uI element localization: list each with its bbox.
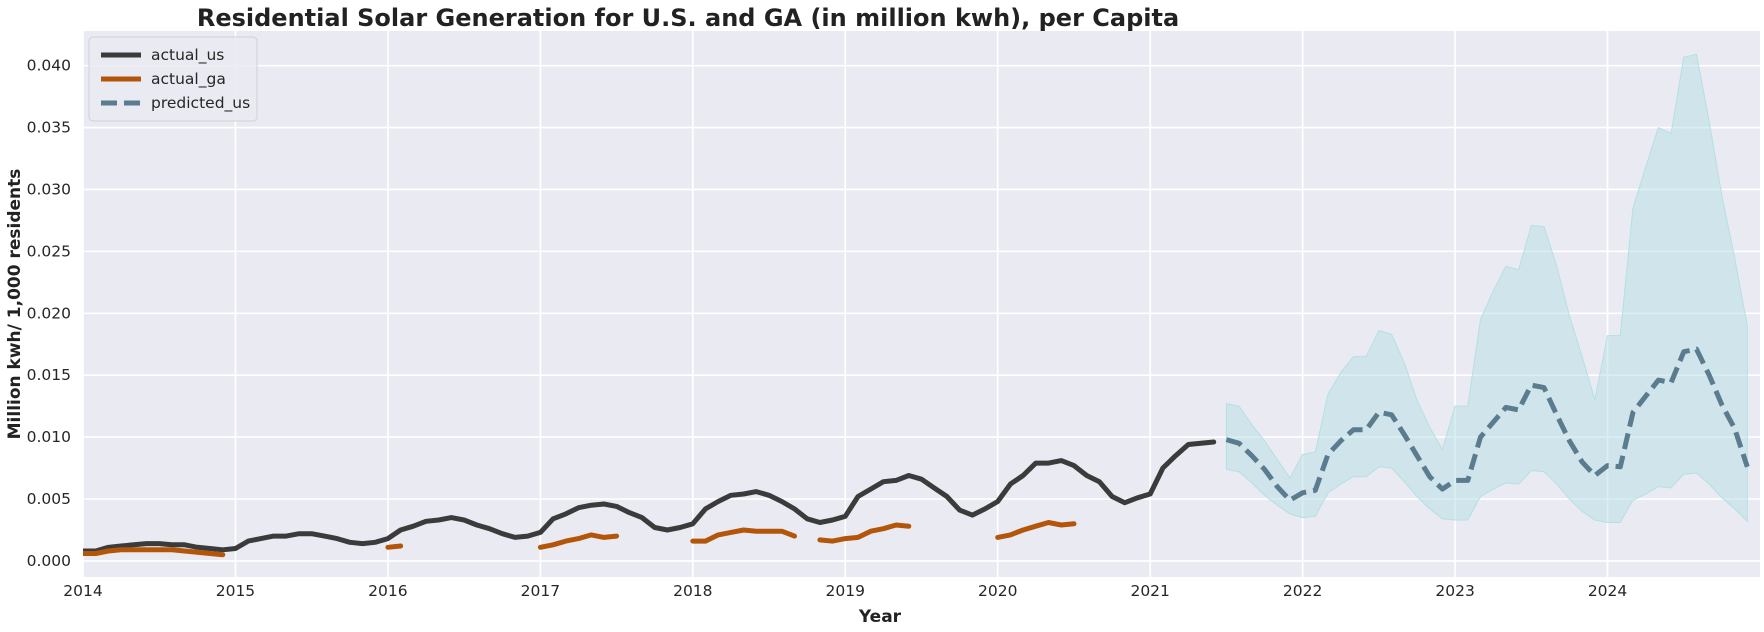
legend-label-actual-ga: actual_ga <box>151 70 226 89</box>
series-line-predicted-us <box>1225 346 1750 503</box>
x-tick-label: 2017 <box>521 582 560 600</box>
x-axis-ticks: 2014 2015 2016 2017 2018 2019 2020 2021 2022 2023… <box>63 582 1627 600</box>
x-tick-label: 2022 <box>1283 582 1322 600</box>
series-line-actual-ga <box>817 522 912 544</box>
x-tick-label: 2014 <box>63 582 102 600</box>
x-tick-label: 2023 <box>1435 582 1474 600</box>
y-tick-label: 0.015 <box>27 366 71 384</box>
y-tick-label: 0.040 <box>27 57 71 75</box>
series-line-actual-ga <box>385 543 404 550</box>
series-line-actual-us <box>83 439 1217 554</box>
x-tick-label: 2021 <box>1130 582 1169 600</box>
legend: actual_us actual_ga predicted_us <box>88 36 258 122</box>
y-tick-label: 0.005 <box>27 490 71 508</box>
legend-label-actual-us: actual_us <box>151 46 224 65</box>
y-tick-label: 0.010 <box>27 428 71 446</box>
y-axis-ticks: 0.000 0.005 0.010 0.015 0.020 0.025 0.030 0.035… <box>27 57 71 570</box>
y-tick-label: 0.030 <box>27 180 71 198</box>
plot-area <box>82 31 1760 577</box>
x-tick-label: 2024 <box>1588 582 1627 600</box>
series-line-actual-ga <box>690 527 797 544</box>
prediction-confidence-band <box>1225 53 1748 524</box>
series-marks <box>83 53 1750 558</box>
chart-title: Residential Solar Generation for U.S. an… <box>197 4 1179 32</box>
y-axis-label: Million kwh/ 1,000 residents <box>5 169 25 440</box>
x-axis-label: Year <box>858 607 902 627</box>
legend-box <box>88 36 258 122</box>
x-tick-label: 2016 <box>368 582 407 600</box>
y-tick-label: 0.025 <box>27 242 71 260</box>
x-tick-label: 2015 <box>216 582 255 600</box>
legend-label-predicted-us: predicted_us <box>151 94 250 113</box>
x-tick-label: 2019 <box>826 582 865 600</box>
y-tick-label: 0.020 <box>27 304 71 322</box>
x-tick-label: 2020 <box>978 582 1017 600</box>
y-tick-label: 0.035 <box>27 119 71 137</box>
series-line-actual-ga <box>83 547 226 558</box>
series-line-actual-ga <box>537 532 620 550</box>
x-tick-label: 2018 <box>673 582 712 600</box>
y-tick-label: 0.000 <box>27 552 71 570</box>
series-line-actual-ga <box>995 520 1077 540</box>
